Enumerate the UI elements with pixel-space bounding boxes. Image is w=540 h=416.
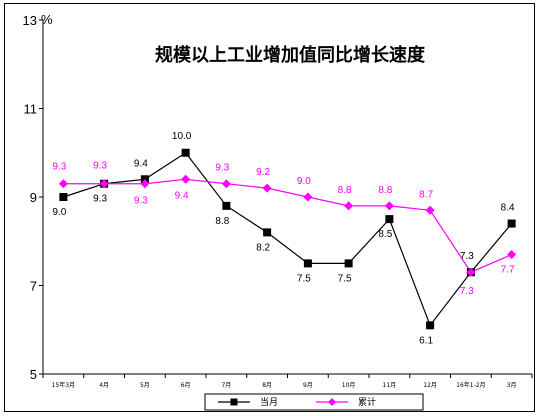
- legend-marker-diamond: [328, 398, 336, 406]
- data-point-monthly: [303, 259, 312, 268]
- x-tick-label: 3月: [507, 382, 517, 389]
- data-label-cumulative: 8.8: [378, 185, 392, 196]
- data-label-cumulative: 8.7: [419, 189, 433, 200]
- data-label-cumulative: 9.2: [256, 167, 270, 178]
- data-label-cumulative: 8.8: [338, 185, 352, 196]
- data-label-monthly: 8.5: [378, 229, 392, 240]
- data-label-monthly: 7.5: [338, 273, 352, 284]
- chart-title: 规模以上工业增加值同比增长速度: [155, 44, 426, 66]
- y-tick-label: 13: [23, 13, 37, 28]
- data-label-monthly: 8.2: [256, 242, 270, 253]
- x-tick-label: 12月: [423, 382, 437, 389]
- data-point-monthly: [426, 321, 435, 330]
- x-tick-label: 8月: [262, 382, 272, 389]
- data-point-cumulative: [384, 201, 394, 211]
- series-line-monthly: [63, 151, 513, 327]
- data-label-monthly: 8.8: [215, 216, 229, 227]
- x-tick-label: 10月: [342, 382, 356, 389]
- x-tick-label: 15年3月: [52, 381, 75, 389]
- data-point-monthly: [344, 259, 353, 268]
- data-point-cumulative: [466, 267, 476, 277]
- data-label-cumulative: 9.3: [93, 161, 107, 172]
- x-tick-label: 16年1-2月: [456, 381, 485, 389]
- data-label-monthly: 6.1: [419, 335, 433, 346]
- data-point-cumulative: [181, 174, 191, 184]
- y-tick-label: 5: [30, 367, 37, 382]
- data-label-cumulative: 7.7: [501, 265, 515, 276]
- x-tick-label: 7月: [221, 382, 231, 389]
- data-label-cumulative: 9.4: [175, 190, 189, 201]
- data-label-monthly: 9.3: [93, 194, 107, 205]
- x-tick-label: 9月: [303, 382, 313, 389]
- data-label-monthly: 7.5: [297, 273, 311, 284]
- data-label-monthly: 7.3: [460, 251, 474, 262]
- y-tick-label: 7: [30, 279, 37, 294]
- data-point-monthly: [59, 193, 68, 201]
- data-label-cumulative: 9.3: [134, 196, 148, 207]
- data-point-monthly: [222, 201, 231, 210]
- data-point-cumulative: [140, 179, 150, 189]
- y-axis-unit: %: [41, 12, 53, 27]
- data-label-cumulative: 9.3: [215, 163, 229, 174]
- x-tick-label: 4月: [99, 382, 109, 389]
- x-tick-label: 11月: [383, 382, 397, 389]
- series-line-cumulative: [63, 178, 512, 273]
- data-point-cumulative: [99, 179, 109, 189]
- x-tick-label: 6月: [181, 382, 191, 389]
- data-point-cumulative: [58, 179, 68, 189]
- data-point-cumulative: [303, 192, 313, 202]
- legend-label: 当月: [260, 396, 278, 408]
- data-point-monthly: [385, 215, 394, 224]
- x-tick-label: 5月: [140, 382, 150, 389]
- data-point-monthly: [181, 148, 190, 157]
- y-tick-label: 11: [24, 102, 38, 117]
- data-label-monthly: 10.0: [172, 131, 192, 142]
- data-label-cumulative: 9.3: [52, 162, 66, 173]
- data-label-cumulative: 9.0: [297, 176, 311, 187]
- chart-frame: [4, 3, 535, 412]
- legend-marker-square: [230, 398, 238, 406]
- data-label-monthly: 9.0: [52, 207, 66, 218]
- legend: 当月 累计: [204, 393, 424, 411]
- data-point-cumulative: [221, 179, 231, 189]
- data-point-monthly: [507, 219, 516, 228]
- data-label-monthly: 9.4: [134, 158, 148, 169]
- data-point-cumulative: [262, 183, 272, 193]
- data-point-monthly: [263, 228, 272, 237]
- data-point-cumulative: [344, 201, 354, 211]
- data-label-monthly: 8.4: [501, 203, 515, 214]
- data-label-cumulative: 7.3: [460, 286, 474, 297]
- data-point-cumulative: [425, 205, 435, 215]
- data-point-cumulative: [507, 250, 517, 260]
- legend-label: 累计: [358, 396, 376, 408]
- y-tick-label: 9: [30, 190, 37, 205]
- legend-box: [204, 393, 424, 411]
